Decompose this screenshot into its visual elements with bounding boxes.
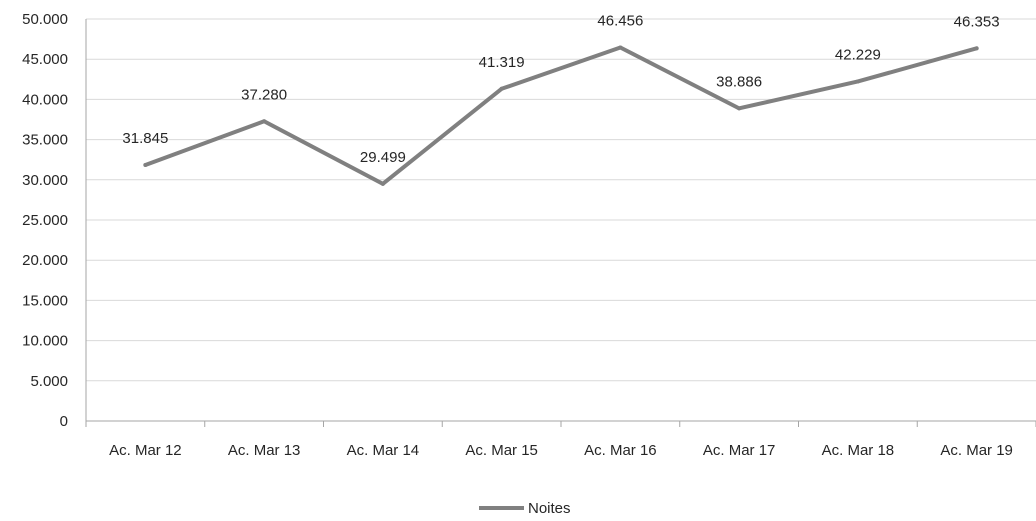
y-tick-label: 20.000 — [22, 252, 68, 269]
x-tick-label: Ac. Mar 14 — [347, 442, 420, 459]
data-label: 46.456 — [597, 12, 643, 29]
data-point — [499, 86, 504, 91]
data-point — [855, 79, 860, 84]
y-tick-label: 15.000 — [22, 292, 68, 309]
y-tick-label: 25.000 — [22, 212, 68, 229]
data-labels: 31.845 37.280 29.499 41.319 46.456 38.886 42.2… — [122, 12, 999, 165]
y-tick-label: 10.000 — [22, 333, 68, 350]
data-label: 41.319 — [479, 54, 525, 71]
data-point — [618, 45, 623, 50]
data-label: 31.845 — [122, 130, 168, 147]
y-tick-label: 50.000 — [22, 11, 68, 28]
series-layer — [143, 45, 979, 186]
y-tick-label: 35.000 — [22, 132, 68, 149]
data-point — [143, 162, 148, 167]
series-line-noites — [143, 45, 979, 186]
x-tick-label: Ac. Mar 19 — [940, 442, 1013, 459]
x-tick-label: Ac. Mar 17 — [703, 442, 776, 459]
y-tick-label: 30.000 — [22, 172, 68, 189]
data-label: 38.886 — [716, 73, 762, 90]
x-tick-label: Ac. Mar 16 — [584, 442, 657, 459]
data-point — [974, 46, 979, 51]
x-tick-label: Ac. Mar 12 — [109, 442, 182, 459]
legend-label-noites: Noites — [528, 500, 571, 517]
data-label: 42.229 — [835, 46, 881, 63]
axes: 0 5.000 10.000 15.000 20.000 25.000 30.000 35.0… — [22, 11, 1036, 459]
legend: Noites — [479, 500, 571, 517]
y-tick-label: 45.000 — [22, 51, 68, 68]
gridlines — [86, 18, 1036, 382]
data-label: 29.499 — [360, 149, 406, 166]
y-tick-label: 0 — [60, 413, 68, 430]
data-label: 37.280 — [241, 86, 287, 103]
data-label: 46.353 — [954, 13, 1000, 30]
data-point — [380, 181, 385, 186]
x-tick-label: Ac. Mar 13 — [228, 442, 301, 459]
x-tick-label: Ac. Mar 18 — [822, 442, 895, 459]
data-point — [737, 106, 742, 111]
y-tick-label: 5.000 — [30, 373, 68, 390]
x-tick-label: Ac. Mar 15 — [465, 442, 538, 459]
data-point — [262, 119, 267, 124]
y-tick-label: 40.000 — [22, 91, 68, 108]
